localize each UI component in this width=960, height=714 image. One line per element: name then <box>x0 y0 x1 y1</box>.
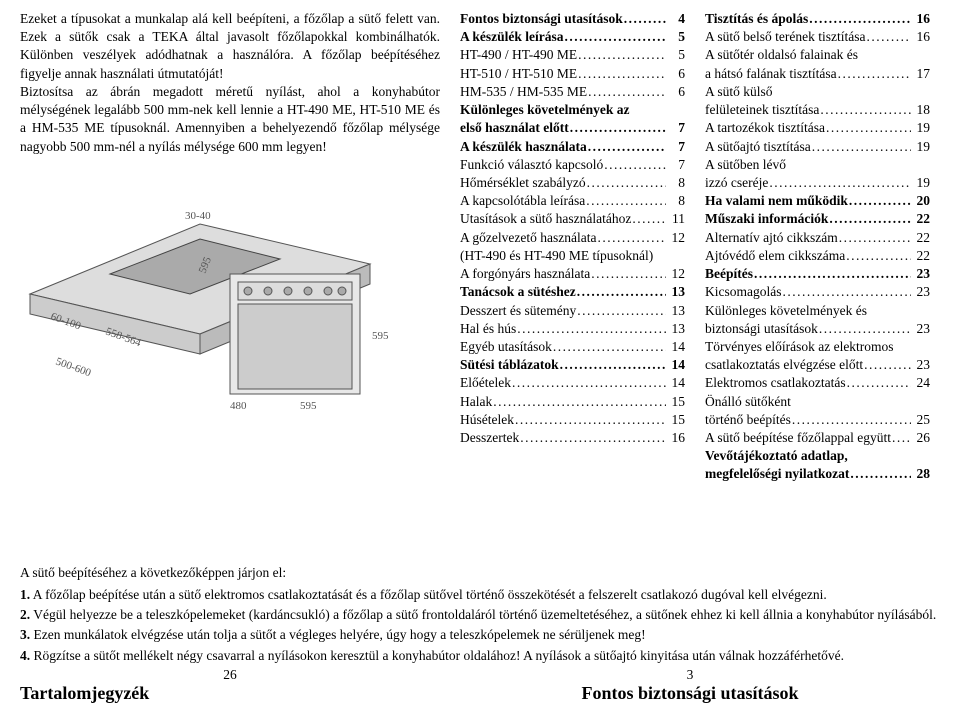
intro-paragraph-1: Ezeket a típusokat a munkalap alá kell b… <box>20 10 440 83</box>
toc-row: A tartozékok tisztítása.................… <box>705 119 930 137</box>
toc-row: Hőmérséklet szabályzó...................… <box>460 174 685 192</box>
toc-row: A sütő beépítése főzőlappal együtt......… <box>705 429 930 447</box>
step-item: 4. Rögzítse a sütőt mellékelt négy csava… <box>20 647 940 665</box>
toc-row: Fontos biztonsági utasítások............… <box>460 10 685 28</box>
toc-row: HT-510 / HT-510 ME......................… <box>460 65 685 83</box>
toc-row: Kicsomagolás............................… <box>705 283 930 301</box>
toc-row: A sütő külső <box>705 83 930 101</box>
toc-row: csatlakoztatás elvégzése előtt..........… <box>705 356 930 374</box>
toc-row: Desszert és sütemény....................… <box>460 302 685 320</box>
step-item: 2. Végül helyezze be a teleszkópelemeket… <box>20 606 940 624</box>
intro-paragraph-2: Biztosítsa az ábrán megadott méretű nyíl… <box>20 83 440 156</box>
toc-row: A sütőajtó tisztítása...................… <box>705 138 930 156</box>
toc-row: Különleges követelmények és <box>705 302 930 320</box>
toc-row: Funkció választó kapcsoló...............… <box>460 156 685 174</box>
toc-row: HT-490 / HT-490 ME......................… <box>460 46 685 64</box>
toc-row: történő beépítés........................… <box>705 411 930 429</box>
toc-row: A sütőtér oldalsó falainak és <box>705 46 930 64</box>
toc-row: A kapcsolótábla leírása.................… <box>460 192 685 210</box>
toc-row: első használat előtt....................… <box>460 119 685 137</box>
step-item: 1. A főzőlap beépítése után a sütő elekt… <box>20 586 940 604</box>
toc-row: Tisztítás és ápolás.....................… <box>705 10 930 28</box>
toc-row: Hal és hús..............................… <box>460 320 685 338</box>
toc-column-right: Tisztítás és ápolás.....................… <box>705 10 930 484</box>
installation-steps: 1. A főzőlap beépítése után a sütő elekt… <box>20 586 940 665</box>
toc-row: A sütő belső terének tisztítása.........… <box>705 28 930 46</box>
toc-row: Vevőtájékoztató adatlap, <box>705 447 930 465</box>
heading-left: Tartalomjegyzék <box>20 683 440 704</box>
toc-row: megfelelőségi nyilatkozat...............… <box>705 465 930 483</box>
toc-row: Húsételek...............................… <box>460 411 685 429</box>
heading-right: Fontos biztonsági utasítások <box>440 683 940 704</box>
svg-text:500-600: 500-600 <box>54 355 93 379</box>
toc-row: a hátsó falának tisztítása..............… <box>705 65 930 83</box>
step-item: 3. Ezen munkálatok elvégzése után tolja … <box>20 626 940 644</box>
page-number-left: 26 <box>20 667 440 683</box>
toc-row: Sütési táblázatok.......................… <box>460 356 685 374</box>
toc-row: Ha valami nem működik...................… <box>705 192 930 210</box>
toc-row: Műszaki információk.....................… <box>705 210 930 228</box>
svg-text:30-40: 30-40 <box>185 210 211 222</box>
toc-row: A sütőben lévő <box>705 156 930 174</box>
toc-row: Beépítés................................… <box>705 265 930 283</box>
toc-row: Előételek...............................… <box>460 374 685 392</box>
toc-row: Ajtóvédő elem cikkszáma.................… <box>705 247 930 265</box>
toc-row: HM-535 / HM-535 ME......................… <box>460 83 685 101</box>
toc-row: (HT-490 és HT-490 ME típusoknál) <box>460 247 685 265</box>
toc-row: Desszertek..............................… <box>460 429 685 447</box>
svg-text:595: 595 <box>372 330 389 342</box>
toc-row: A gőzelvezető használata................… <box>460 229 685 247</box>
toc-row: felületeinek tisztítása.................… <box>705 101 930 119</box>
toc-row: Alternatív ajtó cikkszám................… <box>705 229 930 247</box>
toc-row: izzó cseréje............................… <box>705 174 930 192</box>
svg-text:595: 595 <box>300 400 317 412</box>
toc-row: Elektromos csatlakoztatás...............… <box>705 374 930 392</box>
installation-diagram: 30-40 595 595 595 480 60-100 558-564 500… <box>20 164 420 414</box>
svg-text:480: 480 <box>230 400 247 412</box>
toc-row: Önálló sütőként <box>705 393 930 411</box>
toc-row: Tanácsok a sütéshez.....................… <box>460 283 685 301</box>
toc-row: A készülék használata...................… <box>460 138 685 156</box>
toc-row: Utasítások a sütő használatához.........… <box>460 210 685 228</box>
toc-row: biztonsági utasítások...................… <box>705 320 930 338</box>
toc-row: Különleges követelmények az <box>460 101 685 119</box>
page-number-right: 3 <box>440 667 940 683</box>
toc-column-left: Fontos biztonsági utasítások............… <box>460 10 685 484</box>
toc-row: Halak...................................… <box>460 393 685 411</box>
toc-row: A forgónyárs használata.................… <box>460 265 685 283</box>
toc-row: Törvényes előírások az elektromos <box>705 338 930 356</box>
toc-row: Egyéb utasítások........................… <box>460 338 685 356</box>
toc-row: A készülék leírása......................… <box>460 28 685 46</box>
bottom-lead: A sütő beépítéséhez a következőképpen já… <box>20 564 940 582</box>
